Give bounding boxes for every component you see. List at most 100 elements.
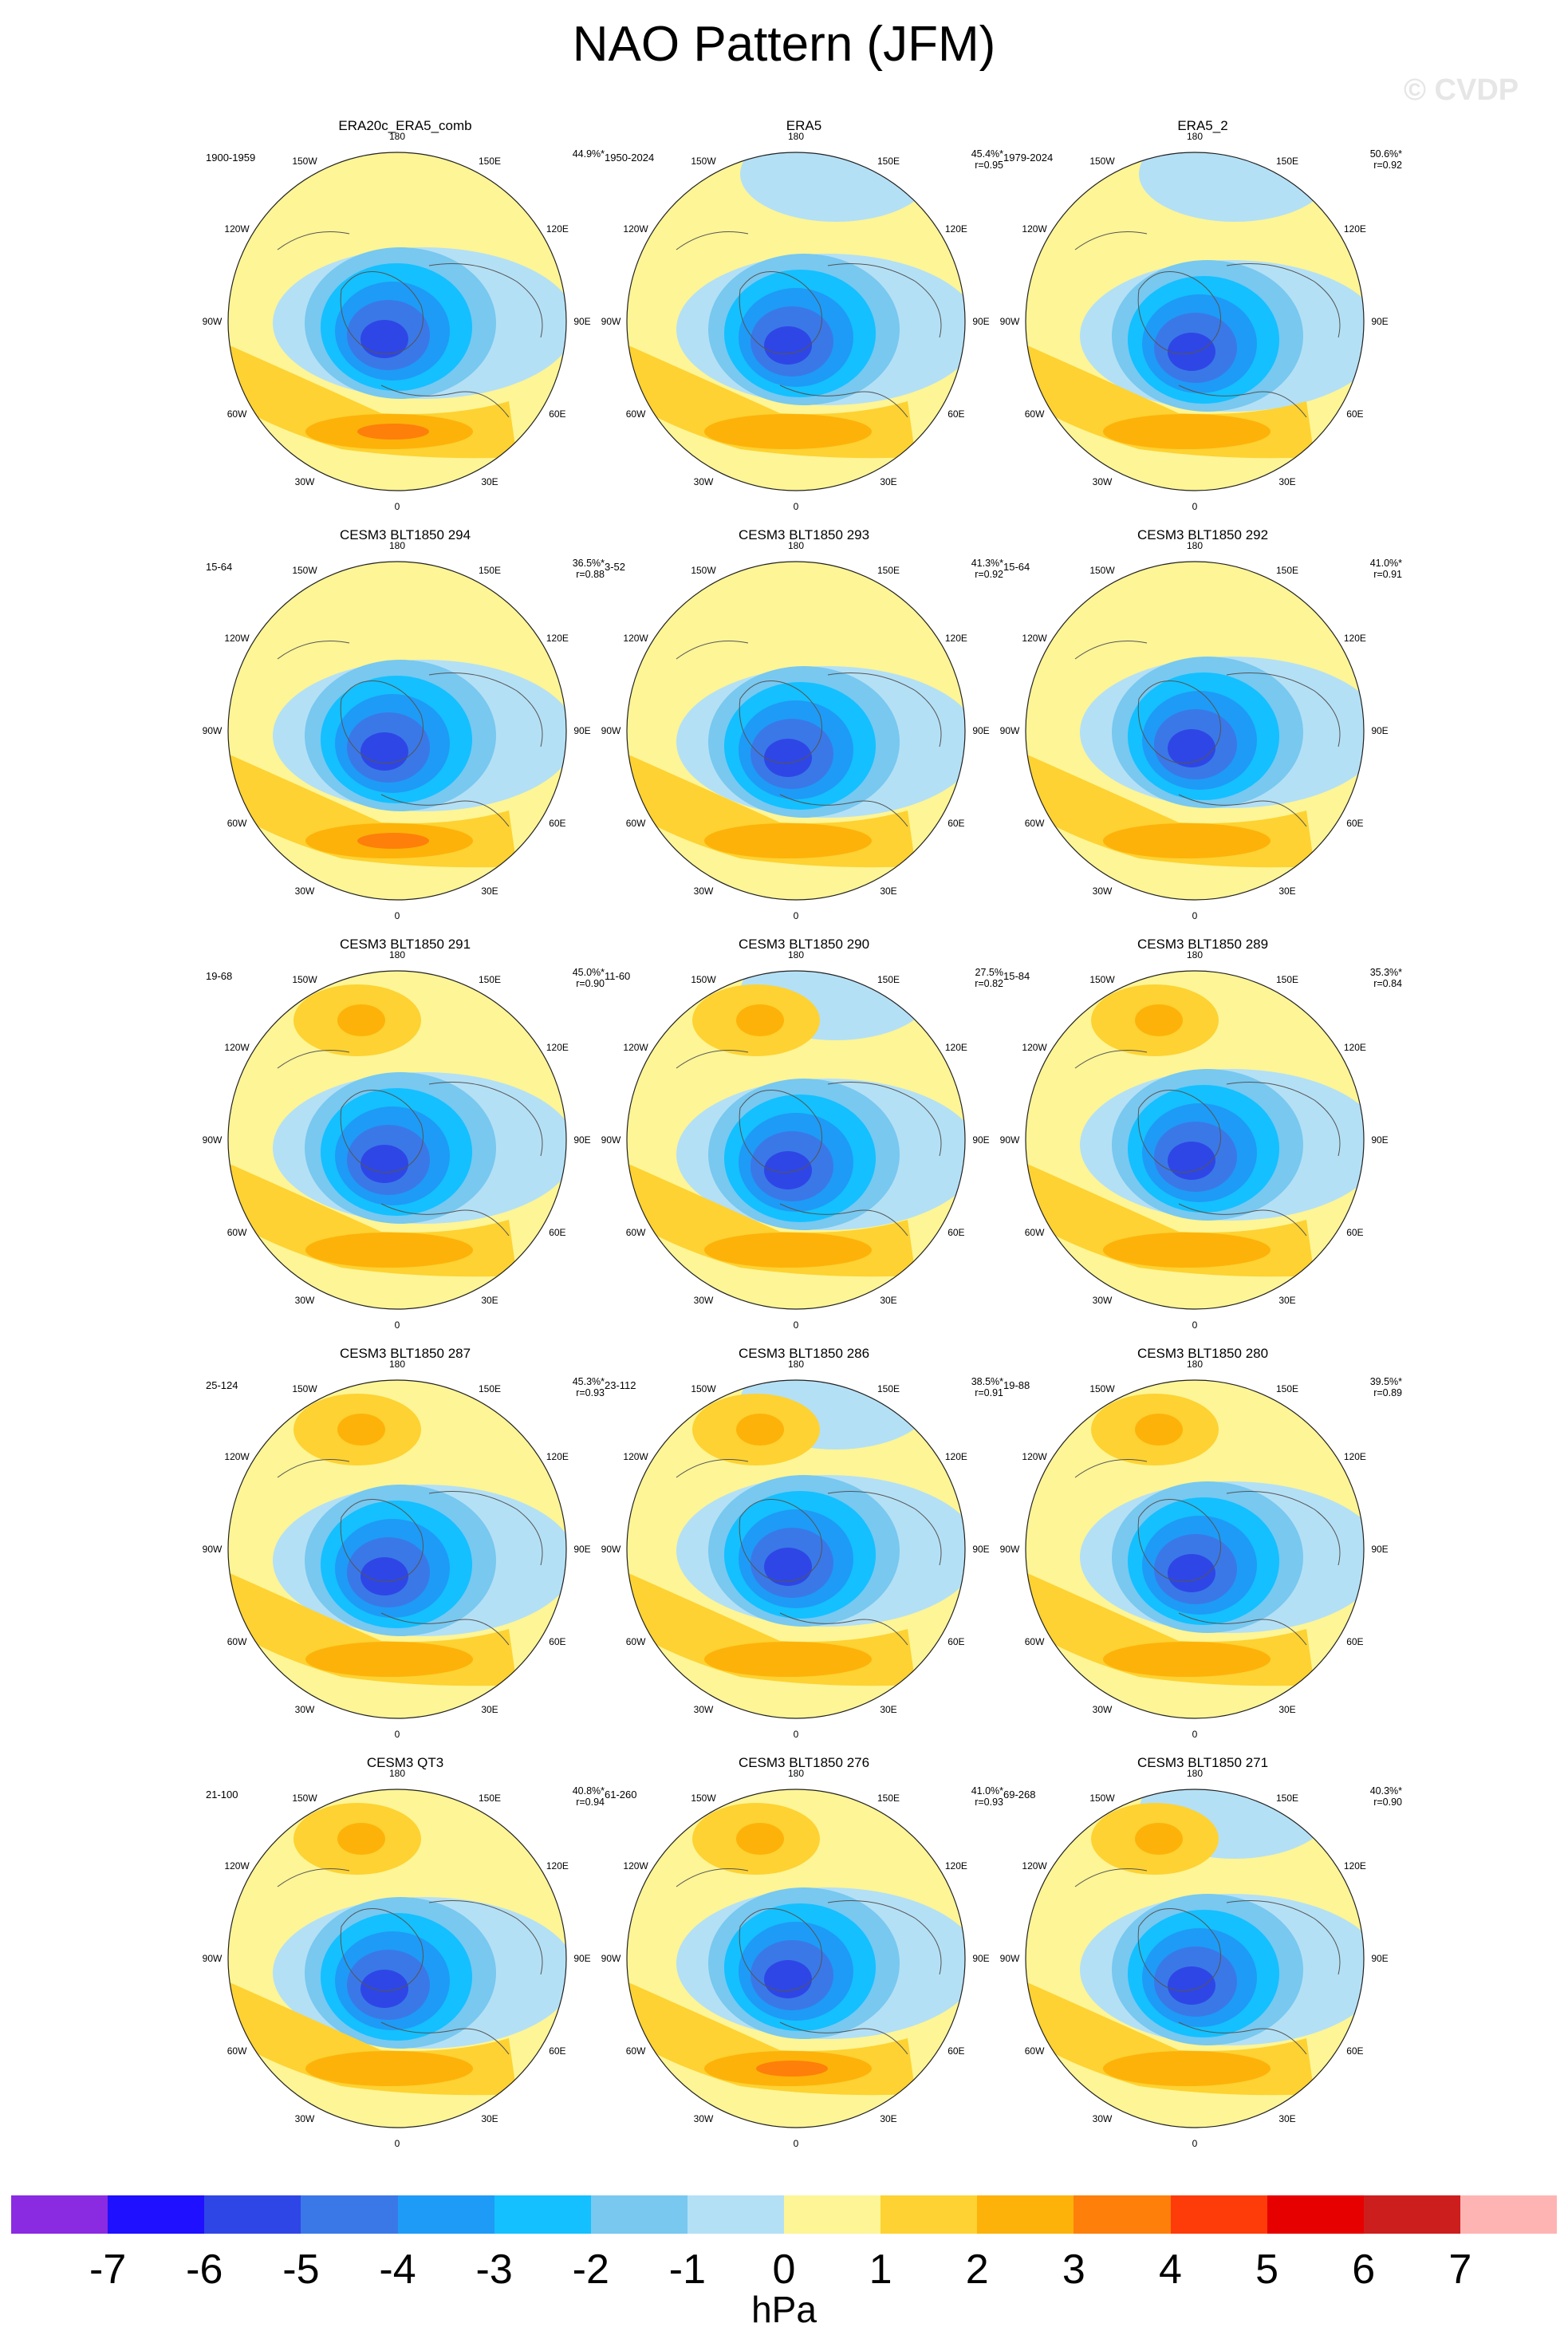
panel-period: 15-64 (1003, 561, 1030, 573)
longitude-label: 90E (573, 1134, 591, 1146)
longitude-label: 150W (292, 974, 317, 986)
panel-period: 25-124 (206, 1379, 238, 1391)
longitude-label: 90W (202, 1953, 223, 1964)
colorbar-tick-label: 3 (1062, 2246, 1085, 2293)
panel-title: CESM3 BLT1850 293 (738, 527, 870, 542)
longitude-label: 30W (294, 1703, 315, 1715)
longitude-label: 150E (478, 1793, 502, 1804)
longitude-label: 120W (623, 1451, 648, 1462)
longitude-label: 30E (1278, 885, 1296, 897)
longitude-label: 60E (947, 1227, 965, 1238)
longitude-label: 0 (394, 501, 400, 512)
colorbar-swatch (881, 2195, 978, 2234)
nao-panel: CESM3 QT3 21-100 40.8%* r=0.94 180 150E 120E 90… (202, 1755, 605, 2162)
longitude-label: 0 (1192, 501, 1198, 512)
longitude-label: 150E (877, 974, 900, 986)
panel-title: CESM3 BLT1850 289 (1137, 937, 1269, 952)
longitude-label: 60E (1346, 818, 1364, 829)
longitude-label: 150E (877, 156, 900, 168)
explained-variance: 41.0%* (1369, 558, 1402, 569)
longitude-label: 0 (793, 910, 799, 921)
longitude-label: 60W (625, 2045, 646, 2057)
longitude-label: 30W (693, 475, 714, 487)
longitude-label: 30E (1278, 1703, 1296, 1715)
longitude-label: 90W (601, 316, 621, 327)
longitude-label: 30W (693, 885, 714, 897)
panel-period: 69-268 (1003, 1789, 1036, 1801)
polar-map (1025, 1789, 1365, 2128)
panel-period: 15-64 (206, 561, 233, 573)
longitude-label: 120E (1343, 1451, 1366, 1462)
longitude-label: 0 (793, 501, 799, 512)
longitude-label: 150W (691, 565, 716, 577)
longitude-label: 120W (623, 1860, 648, 1872)
panel-stats: 41.3%* r=0.92 (971, 558, 1003, 580)
longitude-label: 120E (1343, 633, 1366, 644)
longitude-label: 60W (1024, 408, 1045, 420)
colorbar-tick-label: -3 (475, 2246, 513, 2293)
longitude-label: 90W (202, 316, 223, 327)
longitude-label: 90E (972, 1953, 990, 1964)
colorbar-swatch (977, 2195, 1074, 2234)
longitude-label: 60W (1024, 1227, 1045, 1238)
longitude-label: 0 (1192, 1729, 1198, 1740)
longitude-label: 90W (999, 725, 1020, 736)
longitude-label: 30E (1278, 475, 1296, 487)
nao-panel: CESM3 BLT1850 271 69-268 40.3%* r=0.90 180 15… (1000, 1755, 1402, 2162)
colorbar-tick-label: 6 (1352, 2246, 1376, 2293)
figure-title: NAO Pattern (JFM) (572, 17, 996, 72)
pattern-correlation: r=0.88 (576, 569, 605, 580)
panel-period: 11-60 (605, 970, 631, 982)
colorbar-swatch (590, 2195, 687, 2234)
polar-map (626, 970, 966, 1310)
pattern-correlation: r=0.90 (1373, 1797, 1402, 1808)
colorbar-swatch (1267, 2195, 1364, 2234)
longitude-label: 30W (693, 2112, 714, 2124)
longitude-label: 180 (388, 1359, 406, 1370)
longitude-label: 180 (1186, 949, 1204, 960)
longitude-label: 90E (1371, 1953, 1389, 1964)
polar-map (1025, 1379, 1365, 1719)
polar-map (626, 1789, 966, 2128)
polar-map (1025, 970, 1365, 1310)
colorbar-tick-label: 0 (772, 2246, 796, 2293)
longitude-label: 90E (1371, 1544, 1389, 1555)
pattern-correlation: r=0.91 (975, 1387, 1003, 1398)
panel-stats: 44.9%* (573, 148, 605, 160)
longitude-label: 30E (880, 475, 897, 487)
pattern-correlation: r=0.93 (975, 1797, 1003, 1808)
longitude-label: 60E (947, 1636, 965, 1647)
longitude-label: 90E (573, 1953, 591, 1964)
panel-period: 19-88 (1003, 1379, 1030, 1391)
longitude-label: 180 (787, 1768, 805, 1779)
longitude-label: 150W (1089, 1793, 1115, 1804)
panel-title: CESM3 BLT1850 294 (339, 527, 471, 542)
longitude-label: 120W (1022, 633, 1047, 644)
longitude-label: 60W (227, 1636, 247, 1647)
colorbar-tick-label: -6 (186, 2246, 223, 2293)
longitude-label: 180 (388, 131, 406, 142)
longitude-label: 180 (388, 949, 406, 960)
colorbar-swatch (494, 2195, 591, 2234)
panel-stats: 35.3%* r=0.84 (1370, 967, 1402, 989)
explained-variance: 27.5% (975, 967, 1003, 978)
longitude-label: 30E (481, 2112, 498, 2124)
longitude-label: 90W (202, 1134, 223, 1146)
colorbar-swatch (301, 2195, 398, 2234)
longitude-label: 120E (944, 1860, 967, 1872)
explained-variance: 40.8%* (572, 1785, 605, 1797)
colorbar-tick-label: 5 (1255, 2246, 1279, 2293)
longitude-label: 60E (1346, 1227, 1364, 1238)
longitude-label: 90E (573, 316, 591, 327)
longitude-label: 150E (478, 1383, 502, 1395)
longitude-label: 0 (394, 2138, 400, 2149)
longitude-label: 90W (999, 316, 1020, 327)
colorbar-tick-label: 2 (965, 2246, 989, 2293)
pattern-correlation: r=0.89 (1373, 1387, 1402, 1398)
explained-variance: 36.5%* (572, 558, 605, 569)
watermark: © CVDP (1404, 73, 1519, 107)
longitude-label: 150W (691, 974, 716, 986)
panel-title: CESM3 QT3 (366, 1755, 444, 1770)
longitude-label: 30W (693, 1703, 714, 1715)
longitude-label: 180 (388, 540, 406, 551)
